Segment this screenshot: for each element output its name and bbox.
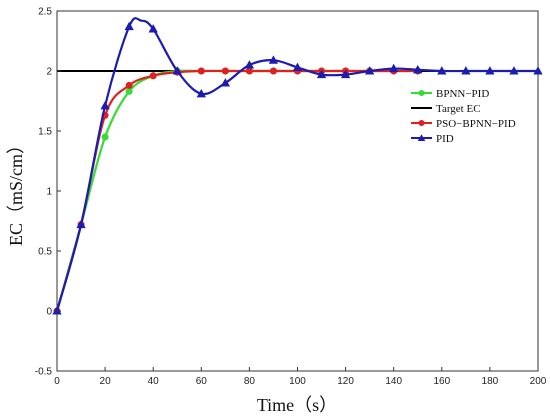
series-layer	[52, 17, 543, 315]
data-point	[125, 87, 133, 95]
legend-swatch-marker	[418, 90, 425, 96]
legend-label: Target EC	[436, 103, 481, 115]
data-point	[100, 100, 110, 110]
y-axis-title: EC（mS/cm）	[6, 136, 26, 246]
x-tick-label: 20	[100, 376, 112, 387]
legend-box	[405, 84, 525, 156]
x-tick-label: 120	[337, 376, 354, 387]
data-point	[365, 66, 375, 75]
x-tick-label: 180	[482, 376, 499, 387]
x-tick-label: 200	[530, 376, 547, 387]
data-point	[124, 21, 134, 31]
data-point	[221, 67, 229, 75]
data-point	[196, 88, 206, 98]
x-tick-label: 40	[148, 376, 160, 387]
y-tick-label: 1.5	[38, 127, 52, 138]
data-point	[292, 62, 303, 71]
data-point	[245, 67, 253, 75]
y-tick-label: 2	[46, 67, 52, 78]
x-tick-label: 140	[385, 376, 402, 387]
data-point	[461, 66, 471, 75]
data-point	[316, 69, 327, 79]
x-axis-title: Time（s）	[257, 395, 337, 415]
data-point	[148, 24, 158, 33]
data-point	[76, 219, 86, 229]
y-tick-label: 0	[46, 307, 52, 318]
data-point	[340, 69, 351, 79]
data-point	[485, 66, 495, 75]
data-point	[101, 133, 109, 141]
data-point	[125, 81, 133, 89]
legend-label: PID	[436, 133, 454, 145]
data-point	[533, 66, 543, 75]
x-tick-label: 0	[54, 376, 60, 387]
x-tick-label: 80	[244, 376, 256, 387]
data-point	[389, 63, 399, 73]
x-axis-ticks: 0 20 40 60 80 100 120 140 160 180 200	[54, 367, 547, 387]
x-tick-label: 160	[433, 376, 450, 387]
y-tick-label: 2.5	[38, 7, 52, 18]
x-tick-label: 60	[196, 376, 208, 387]
legend: BPNN−PID Target EC PSO−BPNN−PID PID	[405, 84, 525, 156]
data-point	[197, 67, 205, 75]
data-point	[149, 72, 157, 80]
y-tick-label: -0.5	[35, 367, 53, 378]
data-point	[413, 64, 423, 74]
data-point	[268, 55, 279, 64]
legend-swatch-marker	[418, 120, 425, 126]
data-point	[244, 60, 255, 69]
data-point	[269, 67, 277, 75]
y-tick-label: 1	[46, 187, 52, 198]
legend-label: BPNN−PID	[436, 88, 489, 100]
y-axis-ticks: -0.5 0 0.5 1 1.5 2 2.5	[35, 7, 61, 378]
data-point	[509, 66, 519, 75]
data-point	[437, 66, 447, 75]
data-point	[172, 66, 182, 75]
x-tick-label: 100	[289, 376, 306, 387]
legend-label: PSO−BPNN−PID	[436, 118, 516, 130]
y-tick-label: 0.5	[38, 247, 52, 258]
data-point	[220, 78, 230, 87]
legend-swatch-marker	[417, 134, 426, 141]
